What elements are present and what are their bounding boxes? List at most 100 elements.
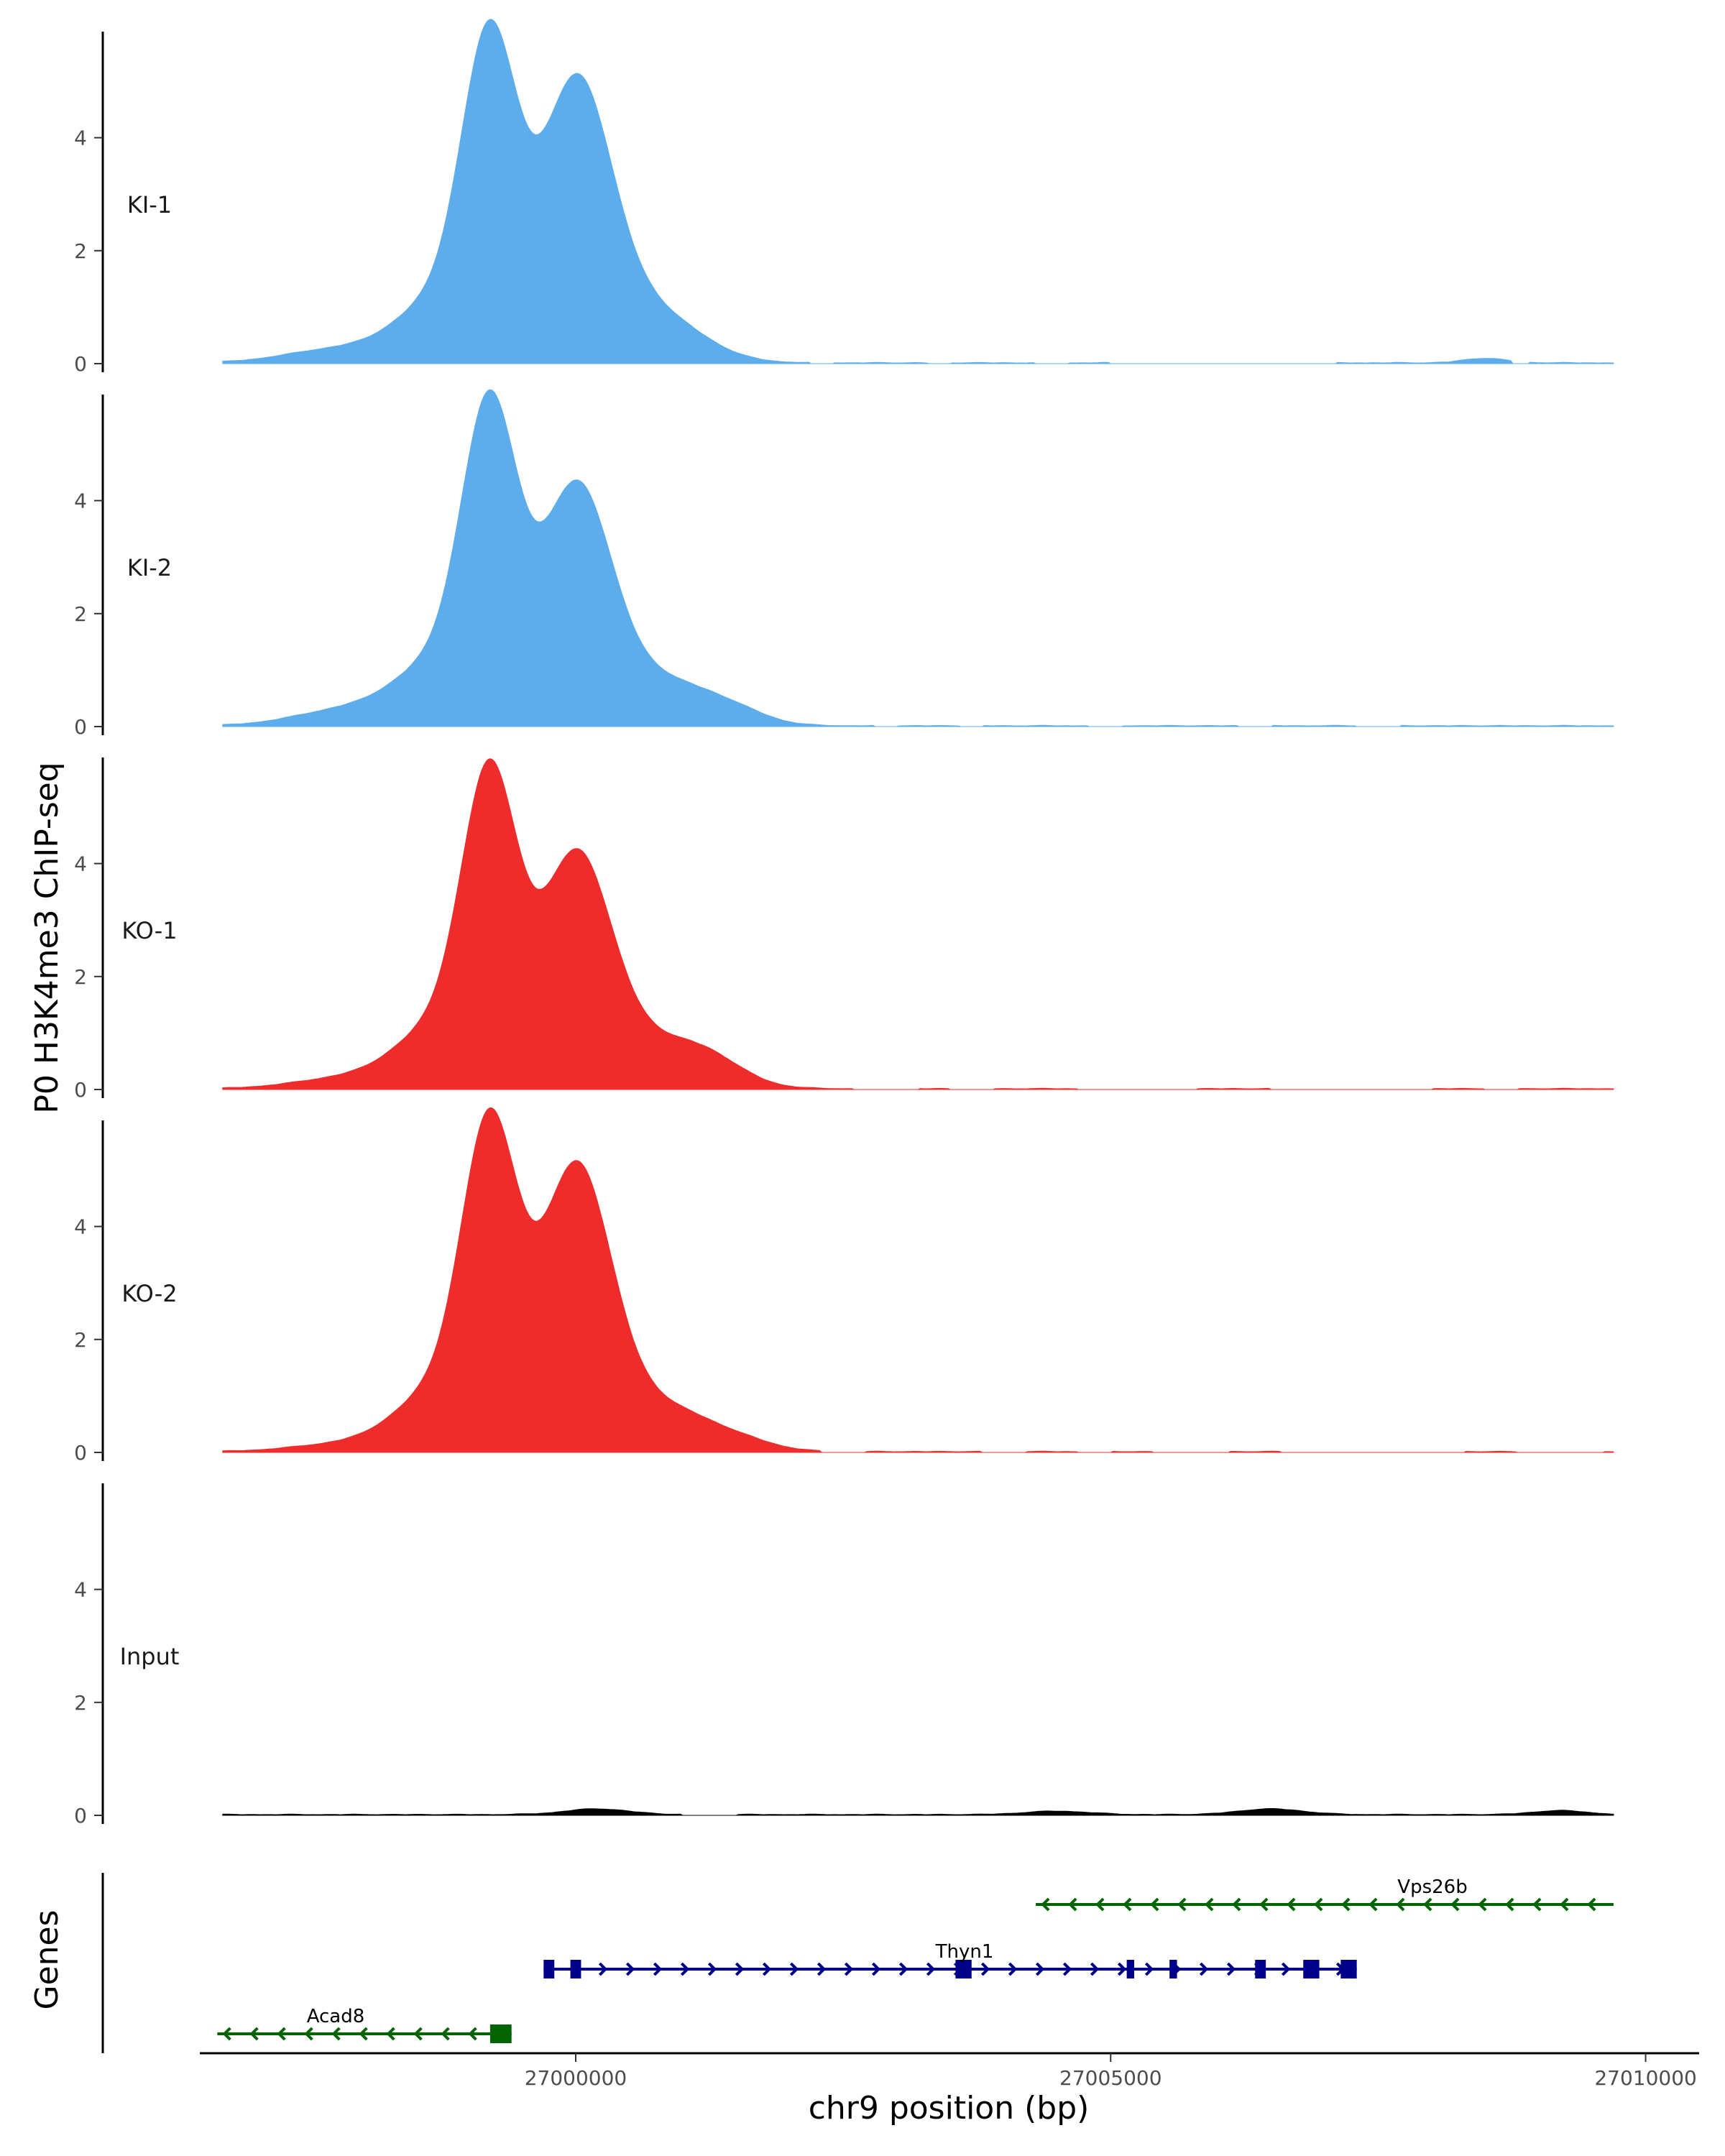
y-tick-label: 4 xyxy=(74,1578,87,1602)
y-tick-label: 4 xyxy=(74,126,87,150)
strand-chevron xyxy=(1341,1897,1351,1912)
strand-chevron xyxy=(1505,1897,1514,1912)
strand-chevron xyxy=(1041,1897,1050,1912)
strand-chevron xyxy=(1226,1962,1236,1976)
y-tick-label: 4 xyxy=(74,489,87,513)
exon xyxy=(570,1960,581,1978)
track-label: KO-2 xyxy=(121,1280,177,1307)
track-label: Input xyxy=(120,1643,180,1670)
strand-chevron xyxy=(707,1962,717,1976)
y-tick-label: 0 xyxy=(74,352,87,376)
strand-chevron xyxy=(735,1962,745,1976)
gene-acad8: Acad8 xyxy=(217,2006,512,2043)
strand-chevron xyxy=(898,1962,908,1976)
track-ki-1: 0 2 4 KI-1 xyxy=(74,19,1614,376)
strand-chevron xyxy=(277,2027,286,2041)
strand-chevron xyxy=(1232,1897,1241,1912)
coverage-area xyxy=(222,1808,1614,1816)
strand-chevron xyxy=(926,1962,936,1976)
track-label: KO-1 xyxy=(121,917,177,944)
strand-chevron xyxy=(1423,1897,1432,1912)
coverage-area xyxy=(222,389,1614,727)
strand-chevron xyxy=(816,1962,827,1976)
track-label: KI-1 xyxy=(127,191,172,218)
strand-chevron xyxy=(1123,1897,1132,1912)
exon xyxy=(1340,1960,1357,1978)
coverage-area xyxy=(222,1107,1614,1453)
exon xyxy=(489,2024,512,2043)
strand-chevron xyxy=(1035,1962,1045,1976)
strand-chevron xyxy=(1090,1962,1100,1976)
y-axis-title: P0 H3K4me3 ChIP-seq xyxy=(29,762,65,1113)
track-ko-2: 0 2 4 KO-2 xyxy=(74,1107,1614,1465)
gene-label: Acad8 xyxy=(307,2006,365,2027)
strand-chevron xyxy=(1068,1897,1077,1912)
strand-chevron xyxy=(222,2027,231,2041)
strand-chevron xyxy=(1008,1962,1018,1976)
strand-chevron xyxy=(386,2027,395,2041)
strand-chevron xyxy=(1177,1897,1187,1912)
gene-label: Thyn1 xyxy=(935,1941,994,1963)
y-tick-label: 0 xyxy=(74,715,87,739)
strand-chevron xyxy=(1287,1897,1296,1912)
genes-axis-title: Genes xyxy=(29,1909,65,2009)
strand-chevron xyxy=(598,1962,608,1976)
y-tick-label: 2 xyxy=(74,239,87,263)
x-tick-label: 27010000 xyxy=(1594,2066,1697,2090)
strand-chevron xyxy=(653,1962,663,1976)
strand-chevron xyxy=(1095,1897,1105,1912)
strand-chevron xyxy=(1117,1962,1127,1976)
strand-chevron xyxy=(413,2027,423,2041)
gene-thyn1: Thyn1 xyxy=(543,1941,1357,1978)
strand-chevron xyxy=(1150,1897,1159,1912)
strand-chevron xyxy=(625,1962,635,1976)
x-axis: 27000000 27005000 27010000 xyxy=(200,2052,1699,2090)
strand-chevron xyxy=(1199,1962,1209,1976)
exon xyxy=(1255,1960,1266,1978)
y-tick-label: 4 xyxy=(74,852,87,876)
strand-chevron xyxy=(1259,1897,1269,1912)
track-ki-2: 0 2 4 KI-2 xyxy=(74,389,1614,739)
y-tick-label: 4 xyxy=(74,1215,87,1239)
y-tick-label: 0 xyxy=(74,1804,87,1828)
track-ko-1: 0 2 4 KO-1 xyxy=(74,757,1614,1102)
gene-panel: Vps26b Thyn1 Acad8 xyxy=(101,1873,1614,2053)
strand-chevron xyxy=(1478,1897,1487,1912)
y-tick-label: 2 xyxy=(74,602,87,626)
exon xyxy=(955,1960,972,1978)
strand-chevron xyxy=(1205,1897,1214,1912)
strand-chevron xyxy=(468,2027,477,2041)
strand-chevron xyxy=(1062,1962,1072,1976)
coverage-area xyxy=(222,758,1614,1090)
exon xyxy=(1303,1960,1320,1978)
exon xyxy=(1126,1960,1135,1978)
exon xyxy=(1169,1960,1177,1978)
strand-chevron xyxy=(304,2027,313,2041)
track-label: KI-2 xyxy=(127,554,172,581)
strand-chevron xyxy=(1144,1962,1154,1976)
strand-chevron xyxy=(762,1962,772,1976)
strand-chevron xyxy=(359,2027,368,2041)
strand-chevron xyxy=(1396,1897,1405,1912)
coverage-tracks: 0 2 4 KI-1 0 2 4 KI-2 0 2 4 KO-1 0 2 4 KO-2 0 2 4 Input xyxy=(74,19,1614,1828)
y-tick-label: 0 xyxy=(74,1078,87,1102)
strand-chevron xyxy=(1368,1897,1378,1912)
gene-vps26b: Vps26b xyxy=(1036,1876,1614,1912)
y-tick-label: 2 xyxy=(74,965,87,989)
strand-chevron xyxy=(1314,1897,1323,1912)
x-tick-label: 27000000 xyxy=(525,2066,627,2090)
x-axis-title: chr9 position (bp) xyxy=(809,2090,1090,2127)
x-tick-label: 27005000 xyxy=(1059,2066,1162,2090)
strand-chevron xyxy=(1560,1897,1569,1912)
strand-chevron xyxy=(1532,1897,1542,1912)
track-input: 0 2 4 Input xyxy=(74,1483,1614,1828)
gene-label: Vps26b xyxy=(1397,1876,1467,1898)
y-tick-label: 2 xyxy=(74,1328,87,1352)
strand-chevron xyxy=(871,1962,881,1976)
strand-chevron xyxy=(680,1962,690,1976)
strand-chevron xyxy=(844,1962,854,1976)
strand-chevron xyxy=(249,2027,259,2041)
strand-chevron xyxy=(789,1962,799,1976)
strand-chevron xyxy=(331,2027,341,2041)
